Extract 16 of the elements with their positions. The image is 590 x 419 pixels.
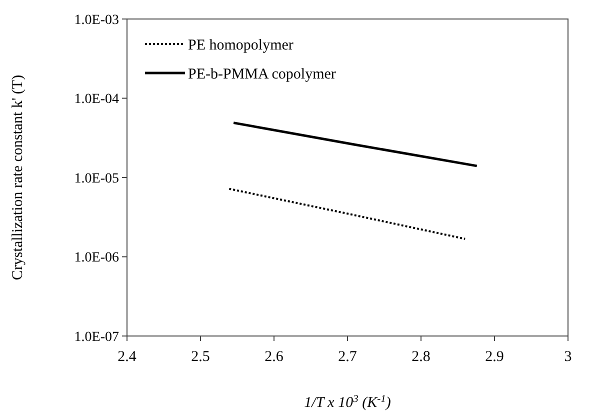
x-tick-label: 2.9 xyxy=(485,349,504,365)
x-tick-label: 2.7 xyxy=(338,349,358,365)
x-tick-label: 2.4 xyxy=(118,349,137,365)
x-axis-title: 1/T x 10$^{3}$ (K$^{-1}$) xyxy=(304,394,391,411)
x-tick-label: 2.5 xyxy=(191,349,210,365)
legend-label: PE homopolymer xyxy=(188,37,294,54)
y-tick-label: 1.0E-04 xyxy=(74,92,119,108)
legend-label: PE-b-PMMA copolymer xyxy=(188,66,336,82)
x-tick-label: 3 xyxy=(564,349,572,365)
y-tick-label: 1.0E-05 xyxy=(74,171,119,186)
y-tick-label: 1.0E-07 xyxy=(74,330,119,345)
x-tick-label: 2.8 xyxy=(412,349,430,365)
y-tick-label: 1.0E-03 xyxy=(74,12,119,28)
y-tick-label: 1.0E-06 xyxy=(74,250,119,266)
y-axis-title: Crystallization rate constant k' (T) xyxy=(10,74,26,280)
x-tick-label: 2.6 xyxy=(264,349,284,365)
